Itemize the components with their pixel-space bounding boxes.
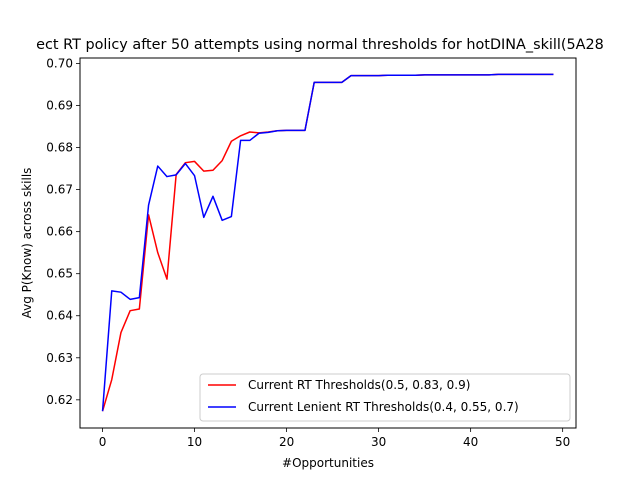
y-tick-label: 0.69 — [46, 99, 73, 113]
plot-frame — [79, 57, 577, 429]
legend-label-1: Current RT Thresholds(0.5, 0.83, 0.9) — [248, 378, 470, 392]
y-tick-label: 0.65 — [46, 267, 73, 281]
y-tick-label: 0.64 — [46, 309, 73, 323]
series-layer — [101, 73, 554, 412]
y-tick-label: 0.62 — [46, 393, 73, 407]
legend-box — [199, 373, 571, 422]
chart-title: ect RT policy after 50 attempts using no… — [36, 37, 604, 53]
x-axis: 0 10 20 30 40 50 — [99, 428, 570, 449]
x-tick-label: 0 — [99, 435, 107, 449]
legend: Current RT Thresholds(0.5, 0.83, 0.9) Cur… — [199, 373, 571, 422]
y-tick-label: 0.66 — [46, 225, 73, 239]
x-tick-label: 30 — [371, 435, 386, 449]
x-tick-label: 40 — [463, 435, 478, 449]
x-axis-label: #Opportunities — [282, 456, 374, 470]
legend-label-2: Current Lenient RT Thresholds(0.4, 0.55,… — [248, 400, 519, 414]
x-tick-label: 10 — [187, 435, 202, 449]
y-tick-label: 0.70 — [46, 56, 73, 70]
x-tick-label: 20 — [279, 435, 294, 449]
y-tick-label: 0.68 — [46, 141, 73, 155]
x-tick-label: 50 — [555, 435, 570, 449]
series-line-1 — [101, 73, 554, 412]
y-tick-label: 0.67 — [46, 183, 73, 197]
series-line-2 — [101, 73, 554, 412]
y-tick-label: 0.63 — [46, 351, 73, 365]
y-axis: 0.62 0.63 0.64 0.65 0.66 0.67 0.68 0.69 0.70 — [46, 56, 80, 407]
y-axis-label: Avg P(Know) across skills — [20, 168, 34, 319]
